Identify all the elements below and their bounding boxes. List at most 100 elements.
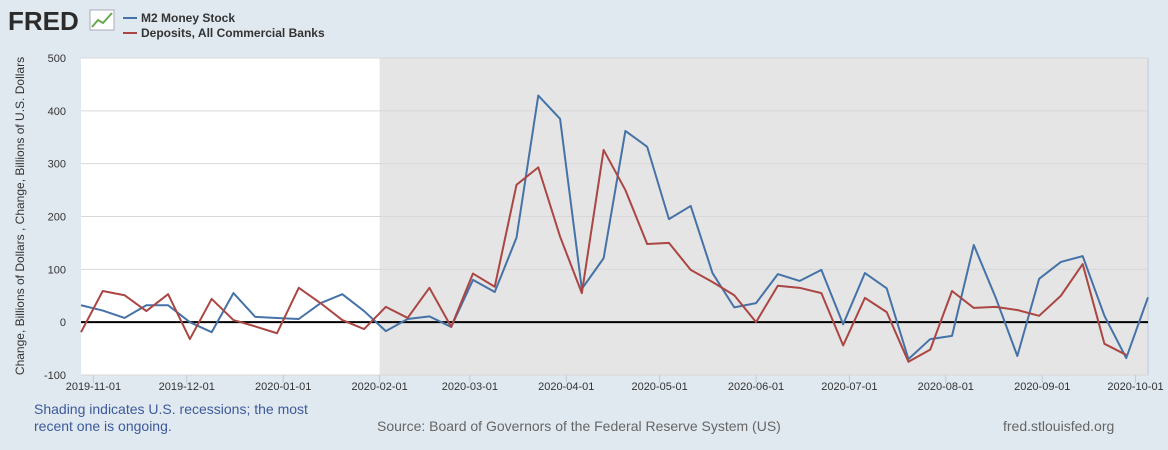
data-point [689, 268, 693, 272]
data-point [1102, 342, 1106, 346]
data-point [732, 305, 736, 309]
data-point [819, 268, 823, 272]
shading-note: Shading indicates U.S. recessions; the m… [34, 401, 308, 434]
fred-logo-trend [91, 12, 113, 28]
data-point [558, 235, 562, 239]
data-point [144, 303, 148, 307]
data-point [776, 272, 780, 276]
x-tick-label: 2020-01-01 [255, 381, 311, 393]
series-line [80, 148, 1127, 363]
legend: M2 Money Stock Deposits, All Commercial … [123, 11, 325, 40]
x-tick-label: 2020-04-01 [538, 381, 594, 393]
data-point [602, 148, 606, 152]
data-point [231, 318, 235, 322]
x-tick-label: 2020-05-01 [631, 381, 687, 393]
data-point [144, 309, 148, 313]
data-point [1124, 353, 1128, 357]
x-tick-label: 2020-06-01 [728, 381, 784, 393]
data-point [166, 292, 170, 296]
data-point [928, 337, 932, 341]
legend-label-m2: M2 Money Stock [141, 11, 235, 25]
data-point [928, 348, 932, 352]
data-point [798, 279, 802, 283]
data-point [1015, 354, 1019, 358]
data-point [972, 306, 976, 310]
y-tick-label: 0 [60, 317, 66, 329]
data-point [1059, 294, 1063, 298]
fred-logo-text: FRED [8, 6, 79, 36]
data-point [275, 316, 279, 320]
data-point [863, 296, 867, 300]
data-point [297, 286, 301, 290]
data-point [253, 315, 257, 319]
x-tick-label: 2019-12-01 [159, 381, 215, 393]
data-point [602, 256, 606, 260]
data-point [188, 320, 192, 324]
data-point [297, 317, 301, 321]
data-point [754, 320, 758, 324]
data-point [340, 318, 344, 322]
data-point [863, 271, 867, 275]
data-point [667, 217, 671, 221]
data-point [493, 290, 497, 294]
data-point [710, 280, 714, 284]
data-point [406, 316, 410, 320]
data-point [101, 309, 105, 313]
data-point [885, 310, 889, 314]
data-point [994, 305, 998, 309]
data-point [950, 334, 954, 338]
data-point [841, 343, 845, 347]
data-point [623, 188, 627, 192]
data-point [623, 129, 627, 133]
data-point [1081, 254, 1085, 258]
x-tick-label: 2020-09-01 [1014, 381, 1070, 393]
site-link[interactable]: fred.stlouisfed.org [1003, 418, 1115, 434]
x-tick-label: 2020-10-01 [1107, 381, 1163, 393]
data-point [1102, 314, 1106, 318]
data-point [1037, 314, 1041, 318]
data-point [994, 295, 998, 299]
x-tick-label: 2020-03-01 [442, 381, 498, 393]
data-point [515, 236, 519, 240]
x-tick-label: 2020-08-01 [918, 381, 974, 393]
data-point [1146, 295, 1150, 299]
data-point [166, 303, 170, 307]
data-point [210, 297, 214, 301]
data-point [906, 360, 910, 364]
data-point [558, 117, 562, 121]
data-point [493, 285, 497, 289]
source-note: Source: Board of Governors of the Federa… [377, 418, 781, 434]
data-point [449, 325, 453, 329]
y-tick-label: 200 [48, 212, 66, 224]
data-point [776, 284, 780, 288]
data-point [515, 183, 519, 187]
data-point [340, 292, 344, 296]
data-point [384, 305, 388, 309]
data-point [1037, 277, 1041, 281]
data-point [798, 286, 802, 290]
data-point [188, 337, 192, 341]
fred-logo: FRED [8, 6, 115, 36]
series-m2-money-stock [79, 94, 1150, 361]
data-point [972, 243, 976, 247]
data-point [384, 329, 388, 333]
data-point [123, 293, 127, 297]
data-point [536, 165, 540, 169]
x-tick-label: 2020-07-01 [821, 381, 877, 393]
data-point [79, 303, 83, 307]
data-point [645, 242, 649, 246]
data-point [689, 204, 693, 208]
data-point [754, 301, 758, 305]
series-line [80, 94, 1149, 361]
data-point [536, 94, 540, 98]
y-tick-label: 100 [48, 264, 66, 276]
y-tick-label: 300 [48, 159, 66, 171]
data-point [210, 330, 214, 334]
fred-logo-icon [89, 9, 115, 31]
data-point [123, 316, 127, 320]
x-tick-label: 2019-11-01 [66, 381, 121, 393]
data-point [427, 314, 431, 318]
y-tick-label: 400 [48, 106, 66, 118]
data-point [101, 289, 105, 293]
